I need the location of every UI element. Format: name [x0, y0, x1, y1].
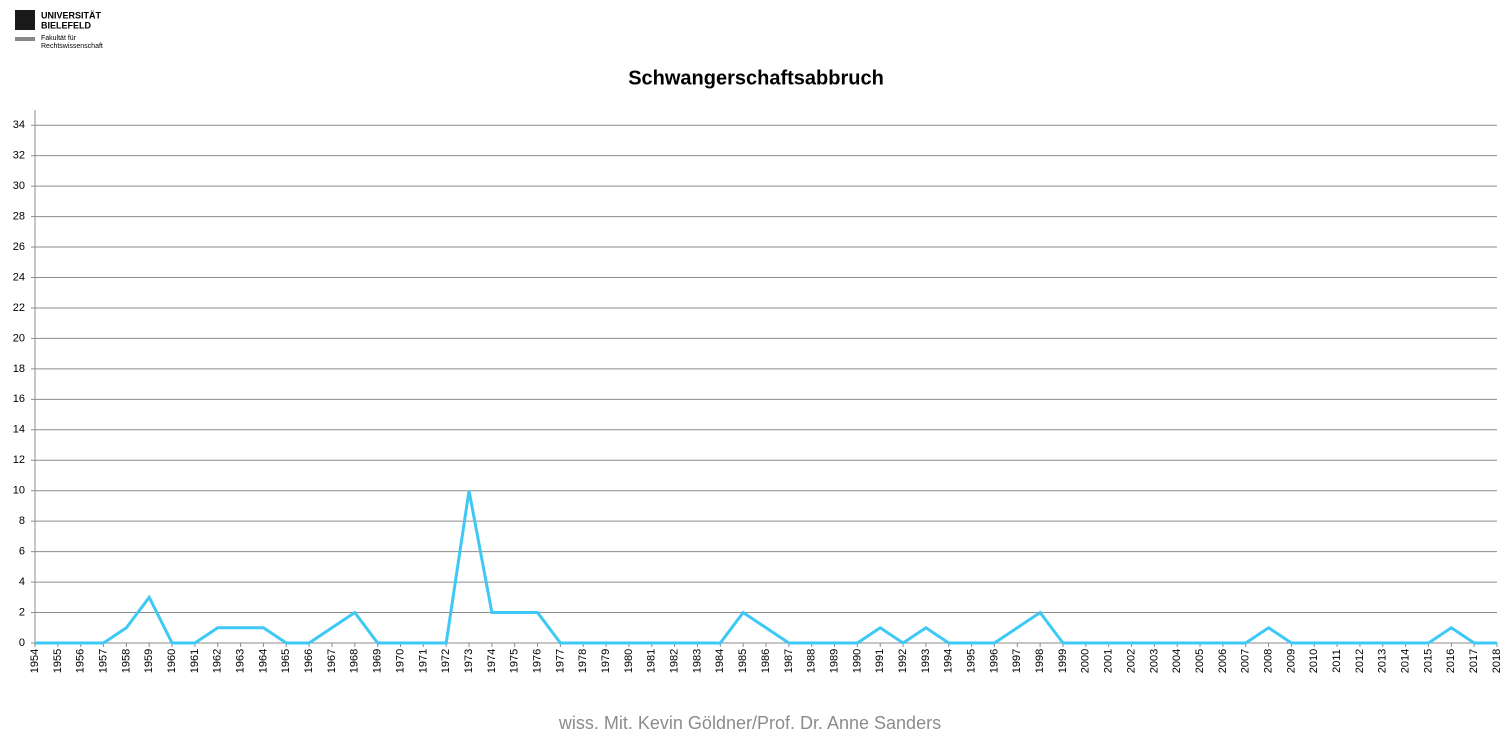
x-tick-label: 1979 — [600, 649, 612, 673]
y-tick-label: 26 — [13, 241, 25, 253]
x-tick-label: 1968 — [349, 649, 361, 673]
x-tick-label: 2004 — [1171, 649, 1183, 673]
x-tick-label: 1966 — [303, 649, 315, 673]
x-tick-label: 1962 — [212, 649, 224, 673]
x-tick-label: 1958 — [120, 649, 132, 673]
x-tick-label: 1985 — [737, 649, 749, 673]
x-tick-label: 1978 — [577, 649, 589, 673]
y-tick-label: 34 — [13, 119, 25, 131]
y-tick-label: 14 — [13, 424, 25, 436]
x-tick-label: 1999 — [1057, 649, 1069, 673]
x-tick-label: 1983 — [691, 649, 703, 673]
y-tick-label: 4 — [19, 576, 25, 588]
y-tick-label: 32 — [13, 150, 25, 162]
y-tick-label: 16 — [13, 393, 25, 405]
data-line — [35, 490, 1497, 645]
x-tick-label: 1975 — [509, 649, 521, 673]
x-tick-label: 1986 — [760, 649, 772, 673]
x-tick-label: 1973 — [463, 649, 475, 673]
x-tick-label: 1981 — [646, 649, 658, 673]
logo-text: BIELEFELD — [41, 20, 92, 30]
x-tick-label: 2010 — [1308, 649, 1320, 673]
y-tick-label: 18 — [13, 363, 25, 375]
chart-title: Schwangerschaftsabbruch — [628, 67, 884, 89]
x-tick-label: 2009 — [1285, 649, 1297, 673]
logo-bar — [15, 37, 35, 41]
y-tick-label: 28 — [13, 211, 25, 223]
x-tick-label: 1987 — [783, 649, 795, 673]
x-tick-label: 1959 — [143, 649, 155, 673]
x-tick-label: 2001 — [1103, 649, 1115, 673]
x-tick-label: 2008 — [1262, 649, 1274, 673]
x-tick-label: 1964 — [257, 649, 269, 673]
x-tick-label: 2000 — [1080, 649, 1092, 673]
x-tick-label: 1956 — [75, 649, 87, 673]
y-tick-label: 24 — [13, 271, 25, 283]
x-tick-label: 2006 — [1217, 649, 1229, 673]
x-tick-label: 1993 — [920, 649, 932, 673]
x-tick-label: 1977 — [554, 649, 566, 673]
y-tick-label: 6 — [19, 546, 25, 558]
logo-subtext: Fakultät für — [41, 35, 77, 42]
x-tick-label: 1969 — [372, 649, 384, 673]
x-tick-label: 2014 — [1400, 649, 1412, 673]
x-tick-label: 2013 — [1377, 649, 1389, 673]
x-tick-label: 1965 — [280, 649, 292, 673]
x-tick-label: 1972 — [440, 649, 452, 673]
x-tick-label: 1970 — [394, 649, 406, 673]
y-tick-label: 30 — [13, 180, 25, 192]
x-tick-label: 2017 — [1468, 649, 1480, 673]
x-tick-label: 1992 — [897, 649, 909, 673]
y-tick-label: 8 — [19, 515, 25, 527]
x-tick-label: 1982 — [669, 649, 681, 673]
x-tick-label: 1957 — [97, 649, 109, 673]
x-tick-label: 2002 — [1125, 649, 1137, 673]
x-tick-label: 1971 — [417, 649, 429, 673]
x-tick-label: 1954 — [29, 649, 41, 673]
footer: wiss. Mit. Kevin Göldner/Prof. Dr. Anne … — [558, 713, 941, 733]
x-tick-label: 1991 — [874, 649, 886, 673]
x-tick-label: 1998 — [1034, 649, 1046, 673]
y-tick-label: 10 — [13, 485, 25, 497]
x-tick-label: 1997 — [1011, 649, 1023, 673]
x-tick-label: 1980 — [623, 649, 635, 673]
x-tick-label: 1967 — [326, 649, 338, 673]
x-tick-label: 1995 — [966, 649, 978, 673]
x-tick-label: 2012 — [1354, 649, 1366, 673]
logo-mark — [15, 10, 35, 30]
y-tick-label: 0 — [19, 637, 25, 649]
y-tick-label: 12 — [13, 454, 25, 466]
x-tick-label: 1984 — [714, 649, 726, 673]
x-tick-label: 2018 — [1491, 649, 1503, 673]
x-tick-label: 2007 — [1240, 649, 1252, 673]
x-tick-label: 2005 — [1194, 649, 1206, 673]
x-tick-label: 1961 — [189, 649, 201, 673]
x-tick-label: 1989 — [828, 649, 840, 673]
x-tick-label: 1996 — [988, 649, 1000, 673]
x-tick-label: 1960 — [166, 649, 178, 673]
x-tick-label: 1988 — [806, 649, 818, 673]
x-tick-label: 2016 — [1445, 649, 1457, 673]
y-tick-label: 22 — [13, 302, 25, 314]
x-tick-label: 2003 — [1148, 649, 1160, 673]
x-tick-label: 1994 — [943, 649, 955, 673]
x-tick-label: 1955 — [52, 649, 64, 673]
x-tick-label: 1974 — [486, 649, 498, 673]
y-tick-label: 2 — [19, 606, 25, 618]
x-tick-label: 1963 — [235, 649, 247, 673]
y-tick-label: 20 — [13, 332, 25, 344]
x-tick-label: 1976 — [531, 649, 543, 673]
x-tick-label: 1990 — [851, 649, 863, 673]
logo-text: UNIVERSITÄT — [41, 10, 102, 20]
x-tick-label: 2015 — [1422, 649, 1434, 673]
logo-subtext: Rechtswissenschaft — [41, 43, 103, 50]
x-tick-label: 2011 — [1331, 649, 1343, 673]
